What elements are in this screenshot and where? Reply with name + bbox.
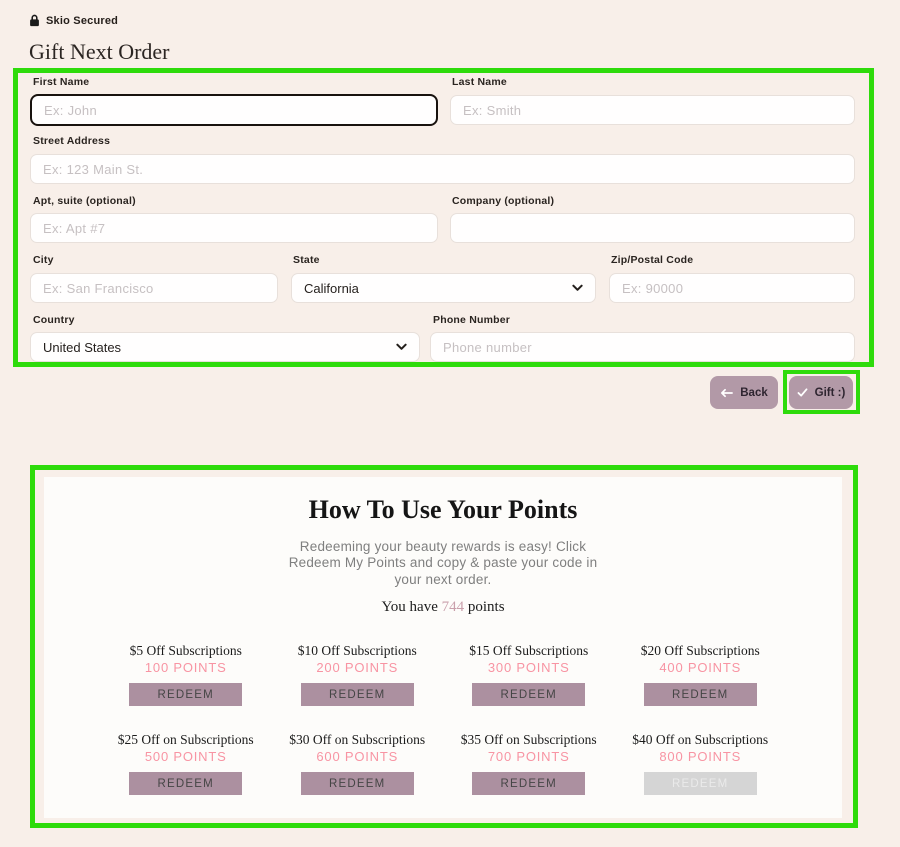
points-balance-value: 744 <box>441 599 465 615</box>
country-label: Country <box>33 314 75 326</box>
chevron-down-icon <box>396 343 407 351</box>
city-input[interactable] <box>30 273 278 303</box>
reward-title: $20 Off Subscriptions <box>640 643 760 658</box>
redeem-button[interactable]: REDEEM <box>643 772 757 795</box>
street-address-input[interactable] <box>30 154 855 184</box>
company-label: Company (optional) <box>452 195 555 207</box>
apt-suite-label: Apt, suite (optional) <box>33 195 136 207</box>
redeem-button[interactable]: REDEEM <box>129 772 243 795</box>
secured-label: Skio Secured <box>46 14 119 27</box>
points-panel: How To Use Your Points Redeeming your be… <box>44 477 842 818</box>
zip-label: Zip/Postal Code <box>611 254 694 266</box>
reward-item: $10 Off Subscriptions 200 POINTS REDEEM <box>272 643 444 706</box>
reward-title: $10 Off Subscriptions <box>297 643 417 658</box>
reward-points: 400 POINTS <box>659 660 742 675</box>
reward-item: $15 Off Subscriptions 300 POINTS REDEEM <box>443 643 615 706</box>
apt-suite-input[interactable] <box>30 213 438 243</box>
reward-item: $5 Off Subscriptions 100 POINTS REDEEM <box>100 643 272 706</box>
gift-button[interactable]: Gift :) <box>789 376 853 409</box>
reward-points: 100 POINTS <box>144 660 227 675</box>
chevron-down-icon <box>572 284 583 292</box>
state-select[interactable]: California <box>291 273 596 303</box>
back-button[interactable]: Back <box>710 376 778 409</box>
reward-points: 500 POINTS <box>144 749 227 764</box>
country-select-value: United States <box>43 339 122 355</box>
reward-points: 600 POINTS <box>316 749 399 764</box>
arrow-left-icon <box>720 388 734 398</box>
points-balance: You have 744 points <box>381 599 505 615</box>
reward-title: $15 Off Subscriptions <box>469 643 589 658</box>
phone-input[interactable] <box>430 332 855 362</box>
phone-label: Phone Number <box>433 314 511 326</box>
reward-points: 800 POINTS <box>659 749 742 764</box>
reward-title: $40 Off on Subscriptions <box>632 732 769 747</box>
reward-item: $20 Off Subscriptions 400 POINTS REDEEM <box>615 643 787 706</box>
country-select[interactable]: United States <box>30 332 420 362</box>
redeem-button[interactable]: REDEEM <box>472 683 586 706</box>
reward-points: 300 POINTS <box>487 660 570 675</box>
points-panel-description: Redeeming your beauty rewards is easy! C… <box>288 539 598 587</box>
check-icon <box>797 388 808 397</box>
redeem-button[interactable]: REDEEM <box>300 683 414 706</box>
rewards-grid: $5 Off Subscriptions 100 POINTS REDEEM $… <box>100 643 786 795</box>
redeem-button[interactable]: REDEEM <box>300 772 414 795</box>
secured-badge: Skio Secured <box>29 14 118 27</box>
redeem-button[interactable]: REDEEM <box>472 772 586 795</box>
first-name-input[interactable] <box>30 94 438 126</box>
city-label: City <box>33 254 54 266</box>
gift-button-label: Gift :) <box>814 386 846 399</box>
reward-title: $30 Off on Subscriptions <box>289 732 426 747</box>
reward-title: $35 Off on Subscriptions <box>460 732 597 747</box>
reward-item: $35 Off on Subscriptions 700 POINTS REDE… <box>443 732 615 795</box>
redeem-button[interactable]: REDEEM <box>643 683 757 706</box>
last-name-label: Last Name <box>452 76 507 88</box>
back-button-label: Back <box>740 386 768 399</box>
lock-icon <box>29 14 40 27</box>
company-input[interactable] <box>450 213 855 243</box>
reward-item: $30 Off on Subscriptions 600 POINTS REDE… <box>272 732 444 795</box>
reward-points: 200 POINTS <box>316 660 399 675</box>
first-name-label: First Name <box>33 76 90 88</box>
reward-title: $5 Off Subscriptions <box>129 643 242 658</box>
points-panel-title: How To Use Your Points <box>308 495 578 524</box>
reward-title: $25 Off on Subscriptions <box>117 732 254 747</box>
reward-points: 700 POINTS <box>487 749 570 764</box>
page-title: Gift Next Order <box>29 39 170 64</box>
reward-item: $25 Off on Subscriptions 500 POINTS REDE… <box>100 732 272 795</box>
last-name-input[interactable] <box>450 95 855 125</box>
redeem-button[interactable]: REDEEM <box>129 683 243 706</box>
state-label: State <box>293 254 320 266</box>
zip-input[interactable] <box>609 273 855 303</box>
street-address-label: Street Address <box>33 135 111 147</box>
state-select-value: California <box>304 280 359 296</box>
reward-item: $40 Off on Subscriptions 800 POINTS REDE… <box>615 732 787 795</box>
